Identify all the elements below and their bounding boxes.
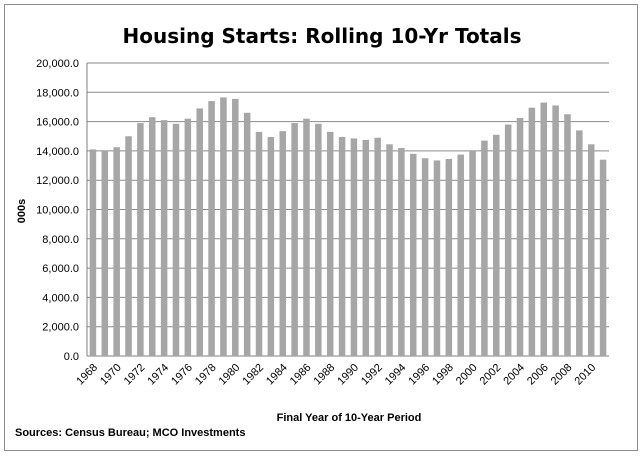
bar-2004 (516, 117, 524, 356)
y-tick-label: 16,000.0 (36, 117, 79, 129)
y-axis-label: 000s (16, 199, 28, 223)
chart-title: Housing Starts: Rolling 10-Yr Totals (122, 24, 521, 48)
bar-1982 (255, 131, 263, 356)
bar-1981 (243, 112, 251, 356)
bar-2011 (599, 159, 607, 356)
bar-1974 (160, 120, 168, 356)
bar-1971 (125, 136, 132, 356)
bar-1977 (196, 108, 203, 356)
y-tick-label: 14,000.0 (36, 146, 79, 158)
bar-2009 (576, 130, 583, 356)
x-tick-label: 1980 (217, 362, 243, 388)
bar-1987 (315, 123, 322, 356)
y-tick-label: 8,000.0 (42, 234, 79, 246)
bar-1995 (409, 153, 417, 356)
y-tick-label: 0.0 (64, 351, 79, 363)
bar-1985 (291, 123, 298, 356)
x-tick-label: 1982 (240, 362, 266, 388)
y-tick-label: 20,000.0 (36, 58, 79, 70)
bar-1972 (137, 123, 144, 356)
x-tick-label: 1998 (430, 362, 456, 388)
y-tick-label: 2,000.0 (42, 322, 79, 334)
x-tick-label: 2002 (478, 362, 504, 388)
bar-1980 (232, 98, 239, 356)
x-tick-label: 1968 (74, 362, 100, 388)
bar-1976 (184, 118, 192, 356)
y-tick-label: 4,000.0 (42, 292, 79, 304)
bar-1990 (350, 138, 358, 356)
x-tick-label: 1994 (383, 362, 409, 388)
y-tick-labels: 0.0 2,000.0 4,000.0 6,000.0 8,000.0 10,000.0 1… (36, 58, 79, 363)
chart-canvas: Housing Starts: Rolling 10-Yr Totals 0.0… (15, 24, 609, 439)
y-tick-label: 10,000.0 (36, 205, 79, 217)
chart-frame: Housing Starts: Rolling 10-Yr Totals 0.0… (4, 4, 638, 451)
bar-1992 (374, 137, 381, 356)
x-tick-label: 1988 (312, 362, 338, 388)
bar-1979 (220, 97, 227, 357)
bar-1997 (433, 160, 441, 356)
x-axis-label: Final Year of 10-Year Period (277, 412, 422, 424)
bar-1968 (89, 149, 97, 356)
y-tick-label: 6,000.0 (42, 263, 79, 275)
x-tick-label: 2006 (525, 362, 551, 388)
bar-1994 (398, 147, 405, 356)
x-tick-label: 2004 (501, 362, 527, 388)
x-tick-label: 1978 (193, 362, 219, 388)
bar-2006 (540, 102, 548, 357)
y-tick-label: 12,000.0 (36, 175, 79, 187)
bar-1978 (208, 101, 215, 356)
bar-2002 (493, 134, 500, 356)
bar-2005 (528, 107, 536, 357)
bar-2010 (587, 144, 595, 356)
x-tick-label: 1984 (264, 362, 290, 388)
x-tick-label: 1986 (288, 362, 314, 388)
bar-1993 (386, 144, 393, 356)
bar-1991 (362, 139, 370, 356)
bar-1996 (421, 158, 429, 356)
bar-1973 (148, 117, 156, 356)
bar-1999 (457, 154, 464, 356)
x-tick-labels: 1968197019721974197619781980198219841986… (74, 362, 598, 388)
bar-1989 (338, 136, 346, 356)
bar-1988 (326, 131, 334, 356)
x-tick-label: 1992 (359, 362, 385, 388)
x-tick-label: 1990 (335, 362, 361, 388)
bar-series (89, 97, 607, 357)
bar-1983 (267, 136, 275, 356)
bar-1998 (445, 158, 453, 356)
x-tick-label: 1996 (406, 362, 432, 388)
x-tick-label: 1970 (98, 362, 124, 388)
bar-1984 (279, 131, 287, 356)
x-tick-label: 1972 (122, 362, 148, 388)
y-tick-label: 18,000.0 (36, 87, 79, 99)
source-note: Sources: Census Bureau; MCO Investments (15, 427, 245, 439)
bar-2008 (564, 114, 571, 357)
x-tick-label: 2008 (549, 362, 575, 388)
x-tick-label: 2000 (454, 362, 480, 388)
bar-2000 (469, 150, 476, 356)
x-tick-label: 1976 (169, 362, 195, 388)
bar-2003 (504, 124, 512, 356)
x-tick-label: 1974 (145, 362, 171, 388)
bar-1975 (172, 123, 180, 356)
bar-1986 (303, 118, 310, 356)
bar-1970 (113, 147, 120, 356)
bar-2007 (552, 105, 559, 356)
bar-1969 (101, 150, 109, 356)
bar-2001 (481, 140, 488, 356)
x-tick-label: 2010 (573, 362, 599, 388)
